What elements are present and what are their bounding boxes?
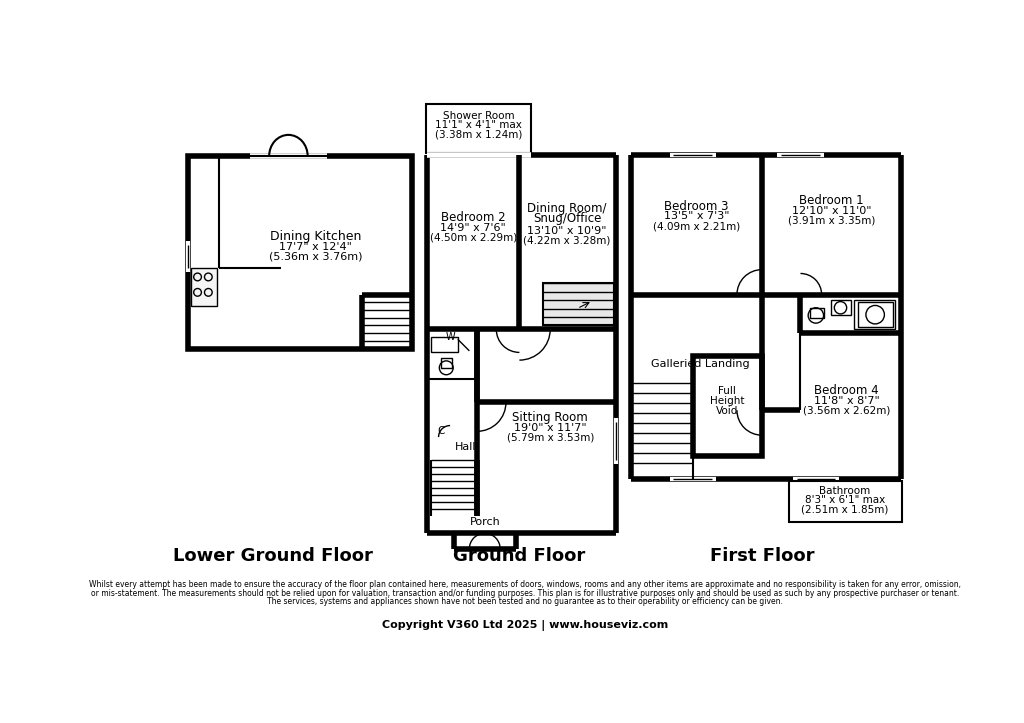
Bar (810, 308, 823, 318)
Text: (5.36m x 3.76m): (5.36m x 3.76m) (268, 251, 362, 261)
Text: Height: Height (710, 396, 744, 406)
Text: (3.38m x 1.24m): (3.38m x 1.24m) (435, 129, 522, 140)
Text: Void: Void (716, 406, 738, 416)
Text: Sitting Room: Sitting Room (512, 411, 588, 424)
Bar (788, 481, 902, 522)
Text: Porch: Porch (469, 517, 500, 527)
Text: Ground Floor: Ground Floor (454, 547, 586, 565)
Bar (426, 103, 531, 153)
Text: Bathroom: Bathroom (819, 486, 870, 496)
Bar (854, 300, 895, 329)
Text: (4.09m x 2.21m): (4.09m x 2.21m) (653, 221, 740, 231)
Bar (543, 283, 614, 325)
Text: (4.22m x 3.28m): (4.22m x 3.28m) (523, 236, 611, 246)
Text: (5.79m x 3.53m): (5.79m x 3.53m) (507, 433, 594, 443)
Text: 11'1" x 4'1" max: 11'1" x 4'1" max (435, 120, 522, 130)
Bar (831, 300, 851, 315)
Text: The services, systems and appliances shown have not been tested and no guarantee: The services, systems and appliances sho… (267, 597, 782, 607)
Text: or mis-statement. The measurements should not be relied upon for valuation, tran: or mis-statement. The measurements shoul… (91, 589, 958, 598)
Text: Lower Ground Floor: Lower Ground Floor (173, 547, 373, 565)
Text: Dining Room/: Dining Room/ (527, 202, 607, 215)
Text: Bedroom 4: Bedroom 4 (814, 385, 879, 398)
Text: 11'8" x 8'7": 11'8" x 8'7" (814, 396, 880, 406)
Bar (190, 268, 217, 307)
Text: 19'0" x 11'7": 19'0" x 11'7" (514, 423, 587, 433)
Text: Bedroom 2: Bedroom 2 (441, 211, 506, 224)
Bar (188, 156, 412, 348)
Bar (692, 356, 762, 456)
Text: (4.50m x 2.29m): (4.50m x 2.29m) (430, 233, 517, 243)
Text: 13'10" x 10'9": 13'10" x 10'9" (527, 226, 607, 236)
Text: Bedroom 1: Bedroom 1 (799, 194, 863, 208)
Text: 17'7" x 12'4": 17'7" x 12'4" (279, 242, 352, 252)
Text: Whilst every attempt has been made to ensure the accuracy of the floor plan cont: Whilst every attempt has been made to en… (89, 581, 961, 589)
Text: (3.56m x 2.62m): (3.56m x 2.62m) (803, 406, 890, 416)
Text: Galleried Landing: Galleried Landing (651, 359, 750, 369)
Text: 8'3" x 6'1" max: 8'3" x 6'1" max (805, 495, 885, 505)
Text: Snug/Office: Snug/Office (532, 212, 601, 225)
Text: (3.91m x 3.35m): (3.91m x 3.35m) (787, 215, 874, 226)
Text: 14'9" x 7'6": 14'9" x 7'6" (440, 223, 506, 233)
Text: Copyright V360 Ltd 2025 | www.houseviz.com: Copyright V360 Ltd 2025 | www.houseviz.c… (382, 620, 668, 631)
Text: C: C (437, 426, 444, 436)
Bar (858, 302, 893, 327)
Text: W: W (445, 332, 455, 342)
Text: Full: Full (719, 386, 736, 396)
Text: 12'10" x 11'0": 12'10" x 11'0" (792, 206, 871, 215)
Text: Bedroom 3: Bedroom 3 (665, 200, 729, 213)
Bar (441, 358, 453, 368)
Text: First Floor: First Floor (710, 547, 814, 565)
Bar (431, 337, 458, 352)
Text: Hall: Hall (455, 442, 476, 452)
Text: Dining Kitchen: Dining Kitchen (269, 231, 361, 244)
Text: 13'5" x 7'3": 13'5" x 7'3" (664, 211, 729, 221)
Text: Shower Room: Shower Room (442, 111, 514, 121)
Text: (2.51m x 1.85m): (2.51m x 1.85m) (802, 505, 889, 515)
